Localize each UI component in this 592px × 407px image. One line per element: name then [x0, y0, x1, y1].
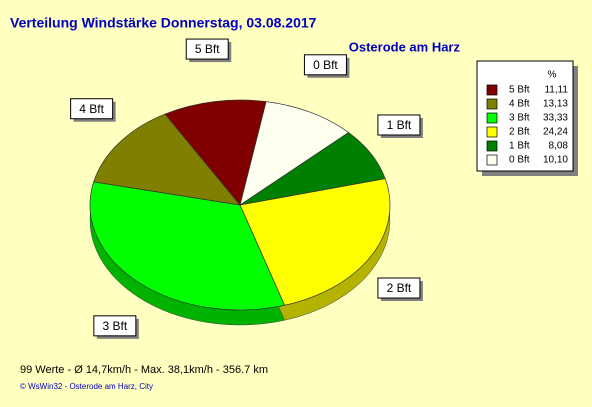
pie-slice	[239, 101, 350, 206]
label-box	[377, 114, 421, 136]
slice-label: 0 Bft	[313, 58, 338, 72]
pie-slice	[164, 99, 267, 206]
legend-value: 11,11	[544, 85, 568, 96]
label-box	[70, 98, 114, 120]
slice-label: 5 Bft	[195, 42, 220, 56]
legend-label: 4 Bft	[509, 99, 530, 110]
chart-title: Verteilung Windstärke Donnerstag, 03.08.…	[10, 15, 317, 31]
legend-swatch	[486, 84, 498, 96]
legend-label: 0 Bft	[509, 155, 530, 166]
legend-value: 10,10	[543, 155, 568, 166]
slice-label: 1 Bft	[387, 118, 412, 132]
legend-label: 5 Bft	[509, 85, 530, 96]
legend-swatch	[486, 140, 498, 152]
legend-value: 13,13	[543, 99, 568, 110]
legend-swatch	[486, 154, 498, 166]
legend-header: %	[548, 70, 557, 81]
chart-subtitle: Osterode am Harz	[349, 39, 461, 54]
slice-label: 2 Bft	[387, 281, 412, 295]
copyright: © WsWin32 - Osterode am Harz, City	[20, 382, 153, 391]
legend-swatch	[486, 112, 498, 124]
legend-swatch	[486, 126, 498, 138]
slice-label: 4 Bft	[79, 102, 104, 116]
pie-slice	[89, 181, 286, 311]
legend-value: 33,33	[543, 113, 568, 124]
legend-label: 2 Bft	[509, 127, 530, 138]
legend-label: 3 Bft	[509, 113, 530, 124]
label-box	[303, 54, 347, 76]
legend-value: 8,08	[549, 141, 569, 152]
footer: 99 Werte - Ø 14,7km/h - Max. 38,1km/h - …	[20, 364, 268, 376]
label-box	[377, 277, 421, 299]
pie-slice	[239, 178, 391, 306]
legend-label: 1 Bft	[509, 141, 530, 152]
pie-slice	[93, 113, 241, 206]
legend-swatch	[486, 98, 498, 110]
label-box	[93, 315, 137, 337]
legend-value: 24,24	[543, 127, 568, 138]
label-box	[185, 38, 229, 60]
slice-label: 3 Bft	[102, 319, 127, 333]
